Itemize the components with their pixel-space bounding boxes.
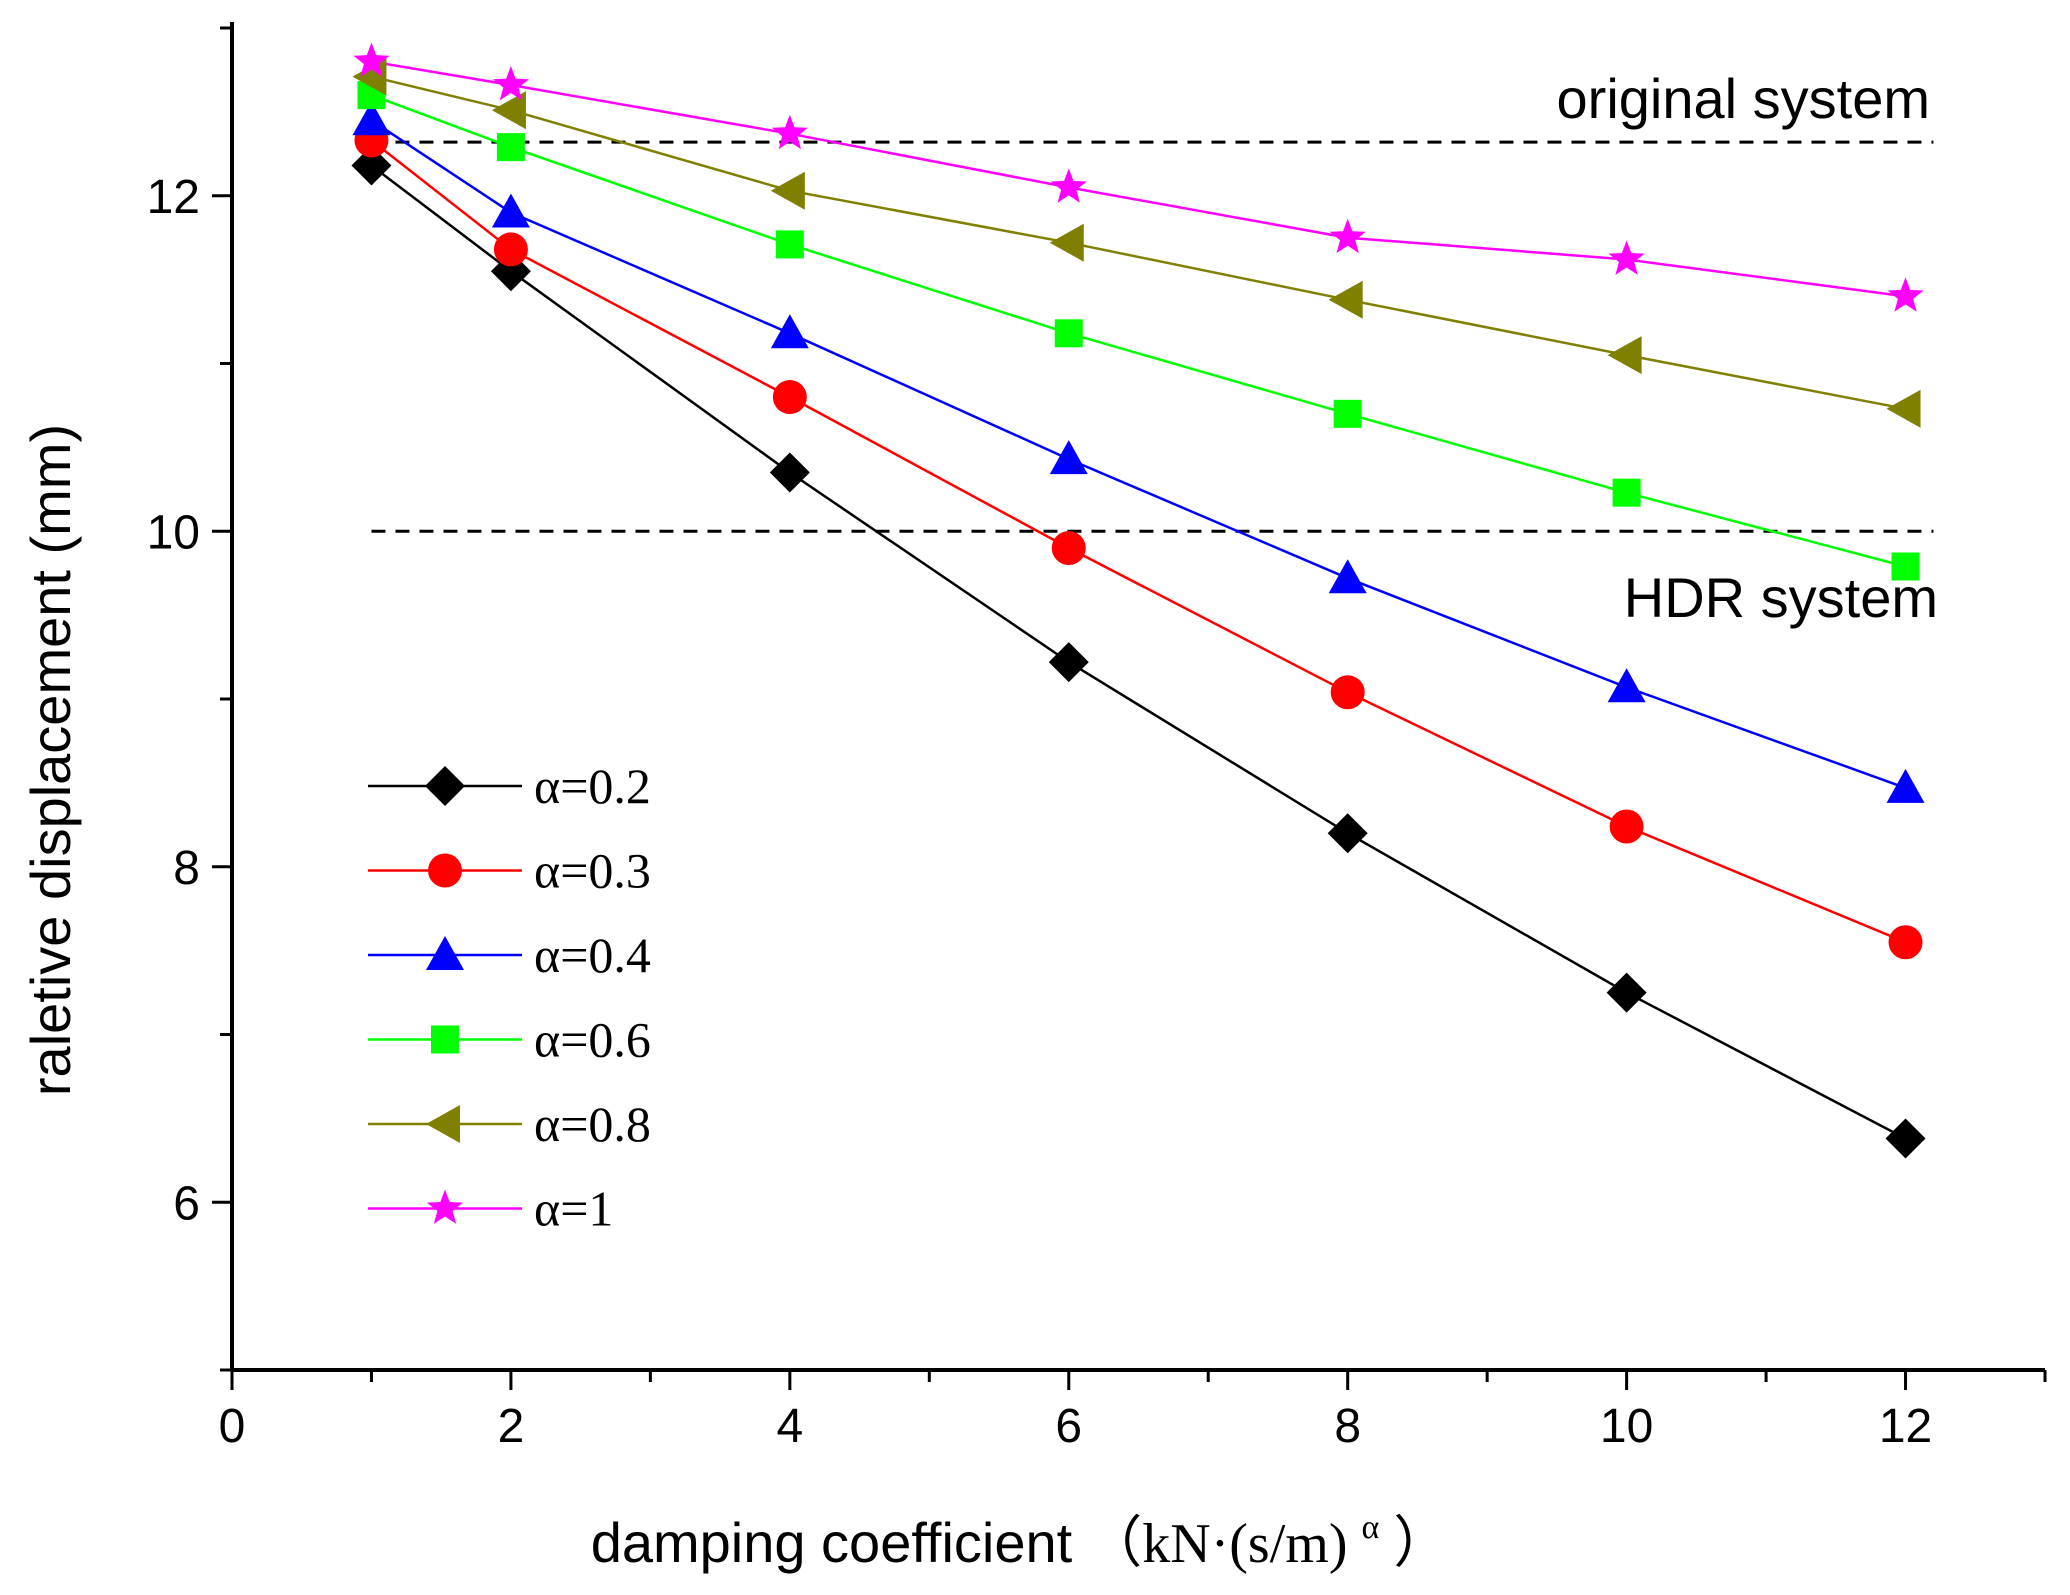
- x-tick-label: 10: [1600, 1400, 1653, 1453]
- data-point: [1608, 240, 1645, 275]
- x-axis-title-unit-sup: α: [1361, 1509, 1379, 1546]
- data-point: [1886, 768, 1925, 803]
- x-tick-label: 12: [1879, 1400, 1932, 1453]
- data-point: [770, 171, 805, 210]
- legend-marker: [431, 1025, 459, 1054]
- data-point: [771, 114, 808, 150]
- x-tick-label: 8: [1334, 1400, 1361, 1453]
- data-point: [352, 101, 391, 136]
- data-point: [351, 145, 392, 186]
- data-point: [496, 133, 525, 162]
- x-axis-title-main: damping coefficient: [591, 1511, 1073, 1574]
- data-point: [769, 452, 810, 493]
- data-point: [770, 314, 809, 349]
- data-point: [491, 193, 530, 228]
- series-markers: [351, 42, 1926, 1159]
- reference-lines: [371, 140, 1934, 533]
- legend-marker: [426, 1105, 460, 1143]
- data-point: [1048, 642, 1089, 683]
- legend-label: α=0.3: [534, 843, 651, 899]
- data-point: [1609, 809, 1644, 844]
- data-point: [493, 232, 528, 267]
- legend-marker: [425, 766, 465, 806]
- data-point: [1607, 668, 1646, 703]
- data-point: [1886, 389, 1921, 428]
- series-line-0: [370, 164, 1907, 1140]
- legend-label: α=0.8: [534, 1096, 651, 1152]
- x-axis-title-unit-close: ）: [1393, 1513, 1449, 1575]
- y-tick-label: 10: [147, 506, 200, 559]
- x-tick-label: 4: [776, 1400, 803, 1453]
- data-point: [1606, 972, 1647, 1013]
- data-point: [1049, 223, 1084, 262]
- data-point: [492, 66, 529, 101]
- y-axis-title: raletive displacement (mm): [19, 424, 82, 1096]
- x-axis-title-unit: （kN·(s/m): [1086, 1513, 1347, 1575]
- series-line-2: [370, 119, 1906, 790]
- legend-label: α=0.6: [534, 1012, 651, 1068]
- data-point: [1330, 675, 1365, 710]
- data-point: [353, 42, 390, 77]
- data-point: [1329, 218, 1366, 254]
- data-point: [1051, 531, 1086, 566]
- data-point: [1612, 478, 1641, 507]
- axes: 0 2 4 6 8 10 12 6 8 10 12: [147, 22, 2047, 1453]
- data-point: [1887, 277, 1924, 312]
- y-tick-label: 12: [147, 171, 200, 224]
- legend-label: α=1: [534, 1181, 613, 1237]
- x-axis-title: damping coefficient （kN·(s/m) α ）: [591, 1489, 1450, 1575]
- data-point: [1328, 559, 1367, 594]
- x-tick-label: 0: [219, 1400, 246, 1453]
- legend-marker: [426, 1189, 464, 1224]
- x-tick-label: 2: [498, 1400, 525, 1453]
- data-point: [1888, 925, 1923, 960]
- data-point: [1607, 336, 1642, 375]
- series-line-1: [370, 139, 1906, 944]
- data-point: [1333, 399, 1362, 428]
- data-point: [1049, 440, 1088, 475]
- data-point: [772, 380, 807, 415]
- series-line-3: [371, 93, 1906, 568]
- legend-label: α=0.4: [534, 927, 651, 983]
- legend: α=0.2 α=0.3 α=0.4 α=0.6 α=0.8 α=1: [368, 758, 651, 1237]
- y-tick-label: 8: [173, 842, 200, 895]
- data-point: [1054, 319, 1083, 348]
- legend-label: α=0.2: [534, 758, 651, 814]
- x-tick-label: 6: [1055, 1400, 1082, 1453]
- annotation-original-system: original system: [1557, 67, 1930, 130]
- data-point: [775, 230, 804, 259]
- data-point: [490, 251, 531, 292]
- data-point: [1327, 813, 1368, 854]
- data-point: [1885, 1118, 1926, 1159]
- data-point: [1891, 552, 1920, 581]
- legend-marker: [426, 936, 464, 970]
- data-point: [1050, 168, 1087, 203]
- legend-marker: [428, 853, 462, 888]
- annotation-hdr-system: HDR system: [1624, 566, 1938, 629]
- y-tick-label: 6: [173, 1177, 200, 1230]
- data-point: [491, 91, 526, 130]
- data-point: [1328, 280, 1363, 319]
